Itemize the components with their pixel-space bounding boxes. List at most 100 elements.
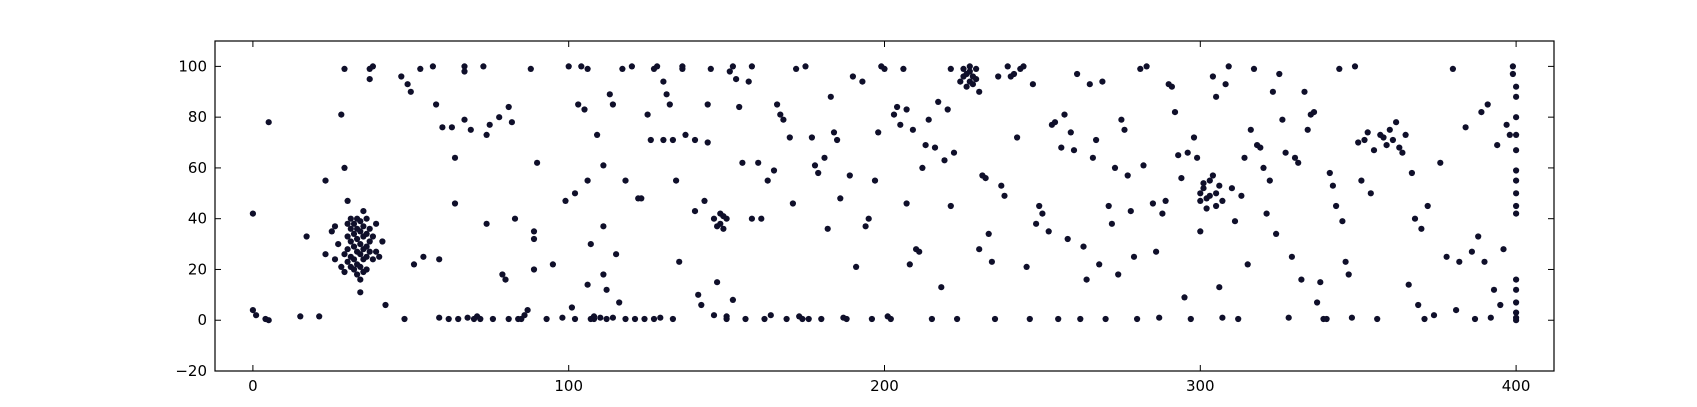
scatter-point	[1064, 235, 1071, 243]
scatter-point	[521, 312, 528, 319]
scatter-point	[1102, 315, 1109, 323]
scatter-point	[1326, 169, 1333, 177]
scatter-point	[335, 241, 342, 248]
scatter-point	[338, 111, 345, 118]
scatter-point	[344, 246, 351, 253]
scatter-point	[1503, 121, 1510, 128]
scatter-point	[1184, 149, 1191, 156]
scatter-point	[1396, 144, 1403, 151]
scatter-point	[1235, 315, 1242, 323]
scatter-point	[1342, 258, 1349, 265]
scatter-point	[1317, 279, 1324, 286]
scatter-point	[988, 258, 996, 265]
scatter-point	[587, 241, 594, 248]
scatter-point	[1086, 81, 1093, 88]
scatter-point	[420, 253, 427, 260]
scatter-point	[973, 76, 980, 83]
scatter-point	[1219, 314, 1226, 321]
scatter-point	[1276, 70, 1283, 78]
scatter-point	[354, 235, 361, 243]
y-tick-label: −20	[175, 362, 207, 380]
scatter-point	[407, 88, 414, 95]
scatter-point	[502, 276, 509, 283]
scatter-point	[331, 256, 339, 263]
scatter-point	[344, 197, 351, 204]
scatter-point	[1080, 243, 1087, 250]
scatter-point	[366, 76, 373, 83]
scatter-point	[1513, 276, 1520, 283]
scatter-point	[1121, 126, 1128, 133]
scatter-point	[922, 142, 929, 149]
scatter-point	[357, 276, 364, 283]
scatter-point	[322, 177, 329, 184]
scatter-point	[622, 315, 629, 323]
scatter-point	[1083, 276, 1090, 283]
scatter-point	[1509, 70, 1516, 78]
scatter-point	[347, 225, 354, 232]
scatter-point	[931, 144, 939, 151]
scatter-point	[1219, 197, 1226, 204]
scatter-point	[1197, 197, 1204, 204]
scatter-point	[954, 315, 961, 323]
scatter-point	[357, 228, 364, 235]
scatter-point	[1181, 294, 1188, 301]
scatter-point	[581, 106, 588, 113]
scatter-point	[1213, 190, 1220, 197]
scatter-point	[966, 68, 973, 75]
scatter-point	[941, 157, 948, 164]
scatter-point	[1333, 202, 1340, 210]
scatter-point	[480, 63, 487, 70]
scatter-point	[1449, 65, 1456, 72]
scatter-point	[1329, 182, 1336, 189]
scatter-point	[1418, 225, 1425, 232]
scatter-point	[938, 284, 945, 291]
x-tick-label: 200	[870, 377, 899, 395]
y-tick-label: 80	[188, 108, 207, 126]
scatter-point	[1513, 167, 1520, 174]
scatter-point	[401, 315, 408, 323]
scatter-point	[815, 169, 822, 177]
scatter-point	[1298, 276, 1305, 283]
scatter-point	[1260, 164, 1267, 171]
scatter-point	[1285, 314, 1292, 321]
x-tick-label: 0	[248, 377, 258, 395]
scatter-point	[543, 315, 550, 323]
scatter-point	[341, 65, 348, 72]
scatter-point	[906, 261, 913, 268]
scatter-point	[761, 315, 768, 323]
scatter-point	[871, 177, 879, 184]
scatter-point	[657, 314, 664, 321]
scatter-point	[1484, 101, 1491, 108]
scatter-point	[966, 63, 973, 70]
scatter-point	[1481, 258, 1488, 265]
scatter-point	[1096, 261, 1103, 268]
scatter-point	[710, 215, 718, 222]
y-tick-label: 100	[178, 57, 207, 75]
scatter-point	[903, 106, 910, 113]
scatter-point	[410, 261, 418, 268]
scatter-point	[562, 197, 569, 204]
scatter-point	[1506, 131, 1513, 138]
scatter-point	[575, 101, 582, 108]
scatter-point	[935, 98, 942, 105]
scatter-point	[821, 154, 828, 161]
scatter-point	[733, 76, 740, 83]
scatter-point	[647, 136, 654, 144]
scatter-point	[1213, 202, 1220, 210]
scatter-point	[704, 101, 711, 108]
scatter-point	[755, 159, 762, 166]
scatter-point	[1070, 147, 1078, 154]
scatter-point	[1424, 202, 1431, 210]
scatter-point	[404, 81, 411, 88]
scatter-point	[1156, 314, 1163, 321]
scatter-point	[853, 263, 860, 270]
scatter-point	[1453, 307, 1460, 314]
scatter-point	[1216, 182, 1223, 189]
scatter-point	[357, 289, 364, 296]
scatter-point	[439, 124, 446, 131]
scatter-point	[1039, 210, 1046, 217]
scatter-point	[947, 65, 954, 72]
scatter-point	[1437, 159, 1444, 166]
scatter-point	[341, 251, 348, 258]
scatter-point	[594, 131, 601, 138]
